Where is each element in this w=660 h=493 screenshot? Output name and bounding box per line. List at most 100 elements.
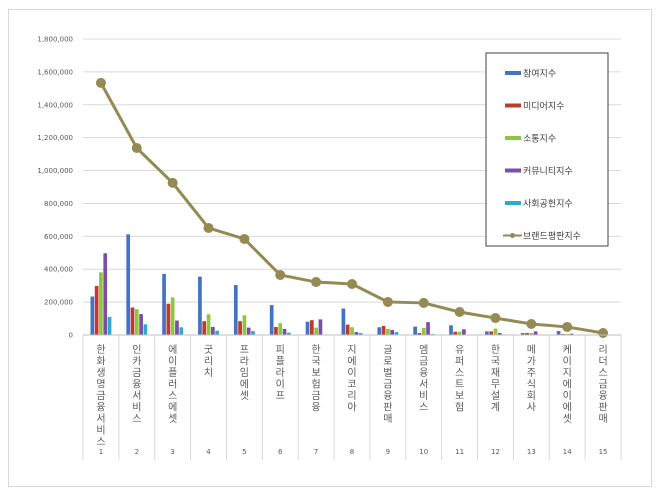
bar-3	[421, 327, 426, 335]
bar-3	[278, 323, 283, 335]
rank-label: 7	[314, 448, 318, 456]
bar-4	[533, 331, 538, 335]
bar-3	[493, 328, 498, 335]
y-tick-label: 400,000	[44, 266, 73, 274]
bar-2	[130, 307, 135, 335]
bar-4	[246, 327, 251, 335]
bar-4	[462, 329, 466, 335]
rank-label: 11	[455, 448, 464, 456]
bar-3	[457, 331, 462, 335]
legend-label: 미디어지수	[523, 101, 564, 112]
bar-2	[166, 303, 171, 335]
bar-1	[269, 305, 274, 335]
bar-1	[556, 331, 561, 335]
bar-2	[238, 321, 242, 335]
line-point	[490, 313, 501, 324]
bar-4	[318, 319, 323, 335]
bar-2	[309, 320, 314, 335]
rank-label: 13	[527, 448, 536, 456]
bar-4	[282, 328, 287, 335]
bar-3	[99, 272, 103, 335]
bar-2	[345, 324, 350, 335]
legend-box	[485, 52, 609, 247]
rank-label: 2	[135, 448, 139, 456]
rank-label: 15	[599, 448, 608, 456]
line-point	[95, 77, 106, 88]
bar-3	[386, 328, 390, 335]
line-point	[275, 269, 286, 280]
bar-2	[453, 331, 458, 335]
bar-3	[134, 309, 139, 335]
bar-3	[170, 297, 175, 335]
legend-swatch	[505, 168, 521, 173]
line-point	[454, 306, 465, 317]
line-point	[598, 328, 609, 339]
bar-5	[251, 331, 255, 335]
rank-label: 9	[386, 448, 390, 456]
legend-label: 커뮤니티지수	[523, 166, 573, 177]
bar-2	[525, 333, 529, 335]
line-point	[131, 143, 142, 154]
y-tick-label: 0	[69, 332, 73, 340]
bar-5	[143, 324, 148, 335]
y-tick-label: 800,000	[44, 200, 73, 208]
bar-1	[126, 234, 131, 335]
rank-label: 3	[170, 448, 174, 456]
legend-swatch	[505, 136, 521, 140]
bar-5	[287, 332, 291, 335]
y-tick-label: 1,600,000	[37, 68, 73, 76]
legend-label: 브랜드평판지수	[523, 231, 581, 242]
y-tick-label: 200,000	[44, 299, 73, 307]
bar-3	[529, 333, 534, 335]
line-point	[418, 297, 429, 308]
bar-1	[449, 325, 453, 335]
bar-1	[413, 326, 417, 335]
rank-label: 6	[278, 448, 283, 456]
legend-label: 사회공헌지수	[523, 199, 573, 210]
bar-2	[202, 321, 207, 335]
bar-1	[520, 333, 525, 335]
rank-label: 8	[350, 448, 354, 456]
bar-4	[175, 320, 179, 335]
bar-2	[274, 326, 278, 335]
y-tick-label: 1,800,000	[37, 36, 73, 44]
bar-2	[94, 285, 99, 335]
legend-swatch	[505, 71, 521, 75]
y-tick-label: 1,000,000	[37, 167, 73, 175]
line-point	[382, 296, 393, 307]
legend-swatch	[505, 103, 521, 108]
bar-5	[215, 330, 219, 335]
y-tick-label: 1,200,000	[37, 134, 73, 142]
bar-1	[90, 296, 95, 335]
rank-label: 1	[99, 448, 103, 456]
line-point	[239, 233, 250, 244]
bar-1	[233, 285, 238, 335]
bar-4	[103, 253, 108, 335]
rank-label: 10	[419, 448, 428, 456]
bar-5	[394, 332, 399, 335]
bar-2	[417, 333, 422, 335]
bar-3	[206, 314, 211, 335]
line-point	[526, 318, 537, 329]
bar-5	[107, 316, 112, 335]
legend-label: 소통지수	[523, 134, 556, 145]
bar-4	[354, 332, 359, 335]
bar-4	[426, 322, 430, 335]
bar-1	[198, 276, 202, 335]
bar-4	[210, 326, 215, 335]
legend-swatch	[505, 201, 521, 205]
rank-label: 14	[563, 448, 572, 456]
chart-svg: 0 200,000 400,000 600,000 800,000 1,000,000 1,…	[37, 36, 622, 460]
